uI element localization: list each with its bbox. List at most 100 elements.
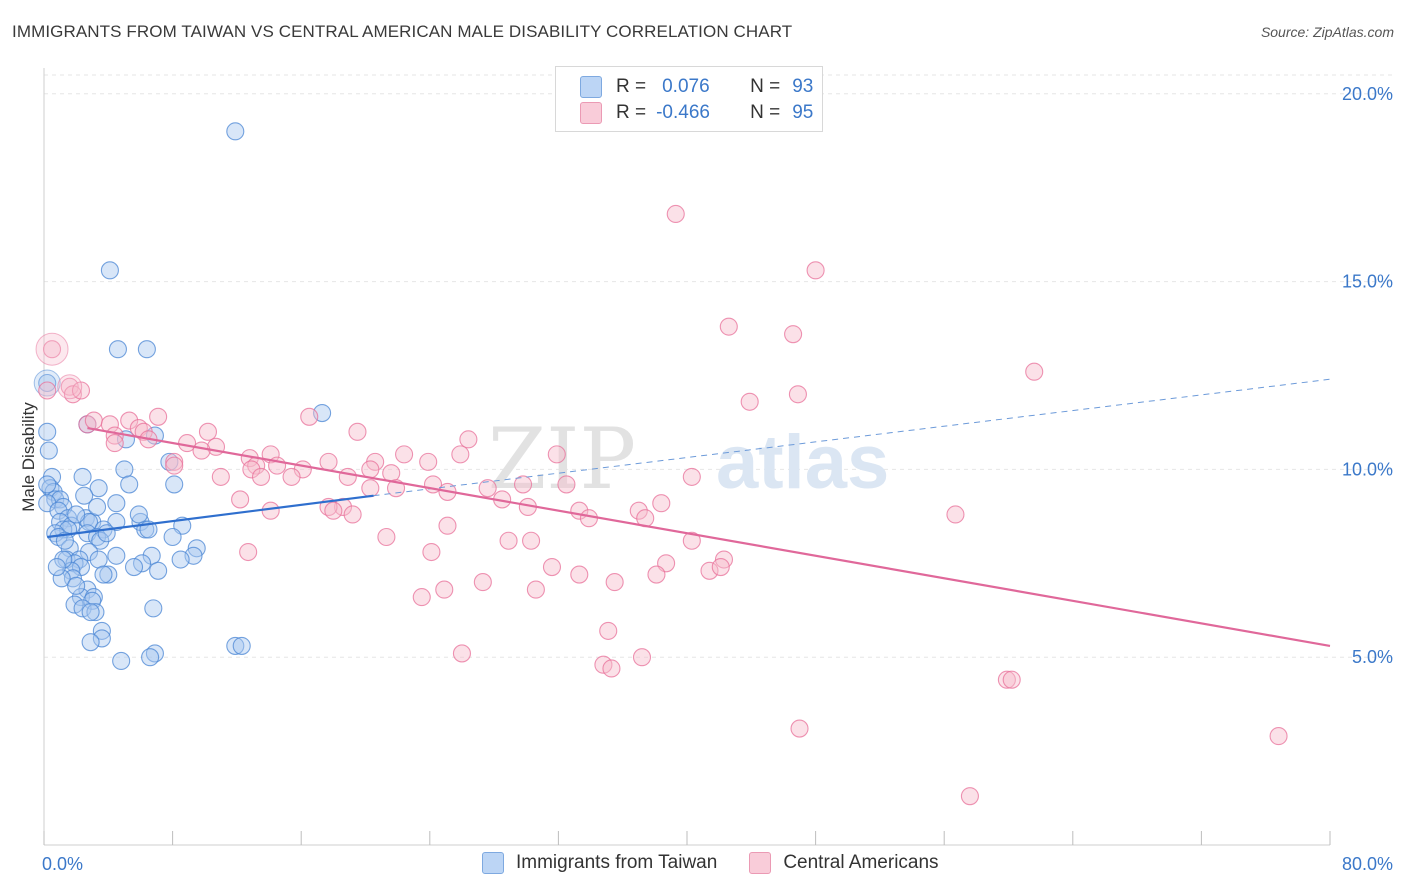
legend-r-value-central: -0.466 xyxy=(656,102,710,123)
data-point-central xyxy=(459,430,478,449)
data-point-taiwan xyxy=(92,629,111,648)
data-point-taiwan xyxy=(226,636,245,655)
series-legend: Immigrants from Taiwan Central Americans xyxy=(482,852,971,874)
data-point-taiwan xyxy=(38,422,57,441)
data-point-large xyxy=(33,369,61,397)
data-point-taiwan xyxy=(99,565,118,584)
data-point-taiwan xyxy=(87,497,107,517)
trend-line-central xyxy=(87,426,1331,648)
data-point-central xyxy=(790,719,809,738)
data-point-central xyxy=(84,411,103,430)
data-point-central xyxy=(599,621,618,640)
data-point-taiwan xyxy=(97,524,116,543)
series-central-points xyxy=(35,204,1288,806)
data-point-central xyxy=(382,464,401,483)
data-point-taiwan xyxy=(86,603,105,622)
data-point-central xyxy=(38,381,57,400)
data-point-central xyxy=(682,531,701,550)
data-point-central xyxy=(412,588,431,607)
legend-swatch-central xyxy=(749,852,772,874)
data-point-central xyxy=(784,325,803,344)
data-point-central xyxy=(324,501,343,520)
data-point-central xyxy=(319,452,338,471)
data-point-taiwan xyxy=(163,527,182,547)
correlation-legend: R = 0.076 N = 93 R = -0.466 N = 95 xyxy=(555,66,823,132)
trend-lines xyxy=(47,378,1331,648)
data-point-taiwan xyxy=(144,599,163,618)
data-point-central xyxy=(451,445,470,464)
legend-swatch-central xyxy=(580,102,602,124)
data-point-central xyxy=(740,392,759,411)
legend-n-value-taiwan: 93 xyxy=(792,76,814,97)
data-point-taiwan xyxy=(112,651,131,671)
y-tick-labels: 5.0% 10.0% 15.0% 20.0% xyxy=(1342,84,1393,667)
data-point-taiwan xyxy=(67,576,86,595)
data-point-central xyxy=(42,340,62,359)
data-point-taiwan xyxy=(94,565,113,584)
legend-item-central: Central Americans xyxy=(749,852,939,874)
data-point-central xyxy=(629,501,648,520)
data-point-central xyxy=(452,644,472,663)
data-point-large xyxy=(57,374,83,400)
legend-swatch-taiwan xyxy=(482,852,504,874)
data-point-central xyxy=(788,385,807,404)
axes xyxy=(43,68,1331,846)
data-point-central xyxy=(198,422,218,441)
data-point-taiwan xyxy=(92,621,111,640)
data-point-central xyxy=(682,467,701,486)
data-point-central xyxy=(361,460,380,479)
data-point-taiwan xyxy=(165,475,184,494)
data-point-central xyxy=(666,204,685,224)
data-point-central xyxy=(231,490,250,509)
data-point-central xyxy=(338,467,357,486)
data-point-central xyxy=(806,261,825,280)
data-point-taiwan xyxy=(115,460,134,479)
data-point-central xyxy=(211,467,230,486)
data-point-central xyxy=(395,445,414,464)
data-point-central xyxy=(165,452,184,471)
data-point-central xyxy=(946,505,965,524)
data-point-taiwan xyxy=(78,580,97,599)
y-axis-label: Male Disability xyxy=(19,402,38,512)
data-point-central xyxy=(377,527,396,547)
data-point-central xyxy=(652,494,671,513)
data-point-taiwan xyxy=(171,550,190,569)
data-point-central xyxy=(579,509,598,528)
data-point-central xyxy=(473,573,492,592)
data-point-taiwan xyxy=(38,373,57,393)
data-point-central xyxy=(242,460,261,479)
data-point-taiwan xyxy=(100,261,119,280)
data-point-taiwan xyxy=(71,588,91,607)
data-point-central xyxy=(542,557,562,577)
legend-n-label: N = xyxy=(750,102,781,123)
legend-item-taiwan: Immigrants from Taiwan xyxy=(482,852,717,874)
data-point-taiwan xyxy=(120,475,139,494)
legend-r-label: R = xyxy=(616,102,647,123)
data-point-central xyxy=(1269,727,1288,746)
data-point-taiwan xyxy=(141,648,160,667)
data-point-central xyxy=(700,561,719,580)
data-point-central xyxy=(438,516,457,535)
trend-line-taiwan xyxy=(47,494,374,539)
data-point-taiwan xyxy=(108,340,127,359)
data-point-taiwan xyxy=(47,557,66,577)
data-point-central xyxy=(499,531,518,550)
data-point-central xyxy=(522,531,541,550)
data-point-taiwan xyxy=(75,486,94,505)
data-point-central xyxy=(435,580,454,599)
data-point-taiwan xyxy=(44,482,63,501)
legend-n-label: N = xyxy=(750,76,781,97)
data-point-central xyxy=(192,441,211,460)
data-point-taiwan xyxy=(73,467,92,486)
data-point-taiwan xyxy=(232,636,251,655)
y-tick-label: 10.0% xyxy=(1342,459,1393,479)
data-point-taiwan xyxy=(89,479,108,498)
data-point-taiwan xyxy=(107,546,126,565)
data-point-taiwan xyxy=(107,494,126,513)
legend-row-taiwan: R = 0.076 N = 93 xyxy=(580,75,813,99)
data-point-central xyxy=(361,479,380,498)
data-point-central xyxy=(149,407,168,426)
data-point-large xyxy=(35,332,69,366)
legend-swatch-taiwan xyxy=(580,76,602,98)
data-point-central xyxy=(165,456,184,475)
